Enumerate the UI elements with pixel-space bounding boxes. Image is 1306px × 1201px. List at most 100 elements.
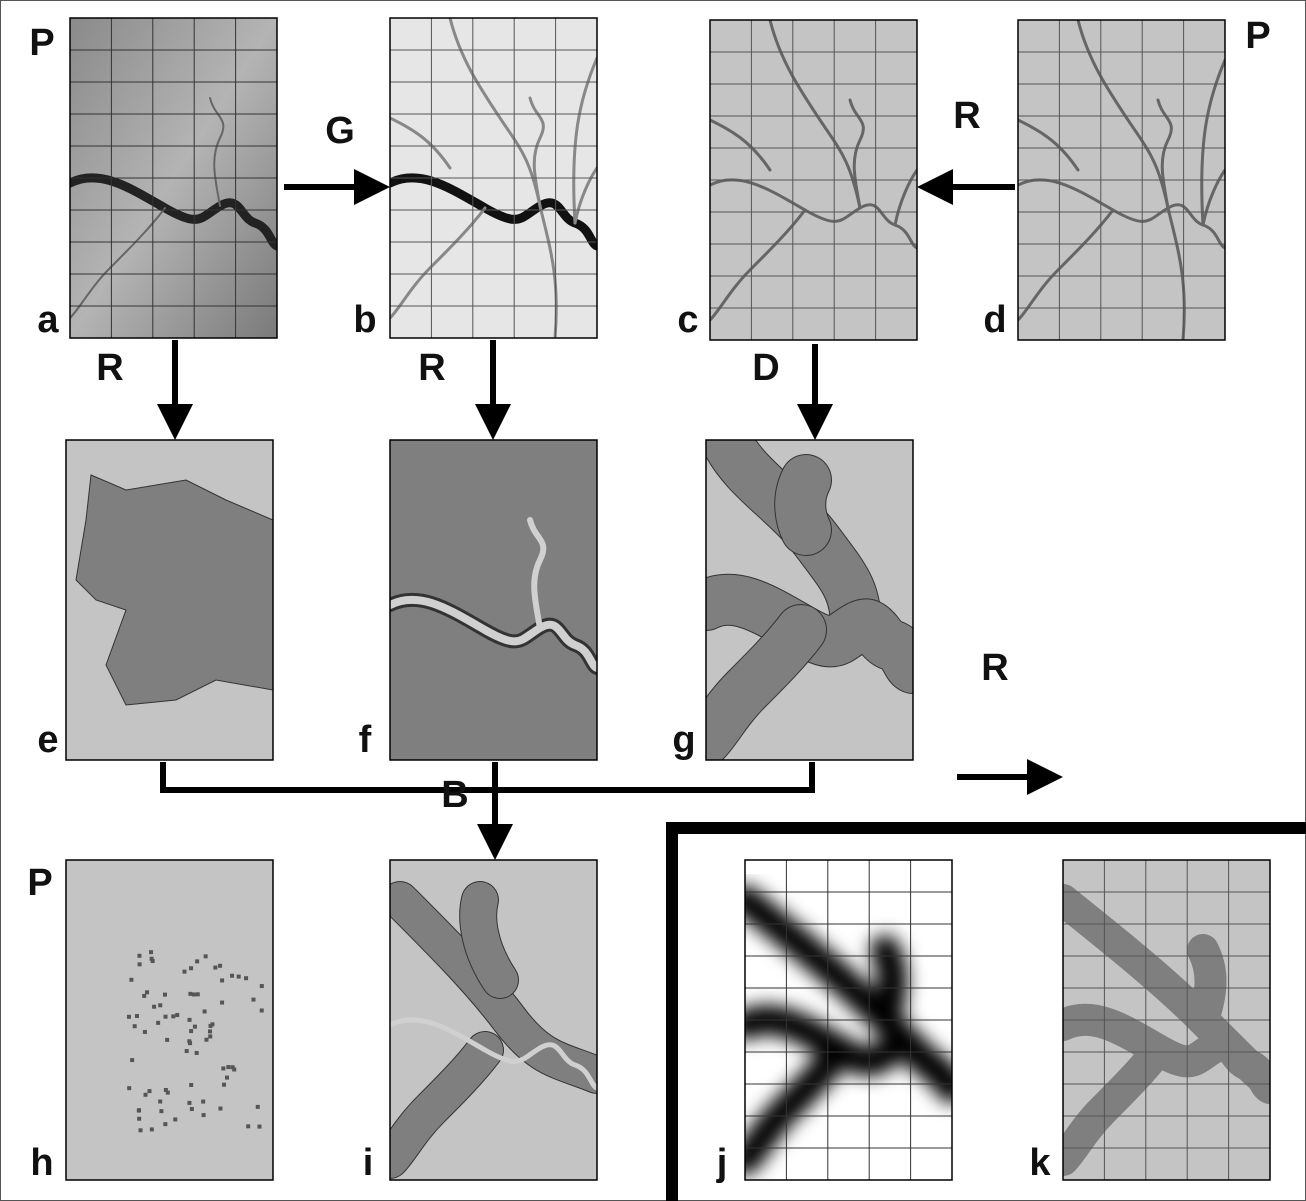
operation-label: R [96, 347, 123, 389]
point [164, 1088, 168, 1092]
point [143, 1030, 147, 1034]
point [257, 1125, 261, 1129]
point [196, 992, 200, 996]
point [163, 993, 167, 997]
point [244, 976, 248, 980]
point [158, 1003, 162, 1007]
panel [1063, 860, 1270, 1180]
point [187, 1039, 191, 1043]
panel-letter: f [359, 719, 372, 761]
point [189, 1083, 193, 1087]
bracket [163, 762, 812, 790]
point [192, 992, 196, 996]
point [210, 1022, 214, 1026]
point [225, 1076, 229, 1080]
operation-label: B [441, 774, 468, 816]
point [159, 1109, 163, 1113]
panel-letter: e [37, 719, 58, 761]
point [218, 1107, 222, 1111]
point [137, 954, 141, 958]
panel-background [66, 860, 273, 1180]
point [237, 975, 241, 979]
point [139, 1128, 143, 1132]
panel-letter: h [30, 1142, 53, 1184]
point [221, 1066, 225, 1070]
point [135, 1014, 139, 1018]
river [800, 480, 806, 530]
panel [390, 860, 597, 1180]
operation-label: R [981, 647, 1008, 689]
point [226, 1065, 230, 1069]
operation-label: G [325, 110, 355, 152]
point [231, 1065, 235, 1069]
panel-letter: a [37, 299, 59, 341]
point [150, 1127, 154, 1131]
point [195, 959, 199, 963]
panel-letter: g [672, 719, 695, 761]
point [137, 1109, 141, 1113]
point [152, 1005, 156, 1009]
point [189, 966, 193, 970]
panel [390, 18, 597, 338]
operation-label: R [418, 347, 445, 389]
point [138, 962, 142, 966]
panel-letter: k [1029, 1142, 1051, 1184]
point [158, 1099, 162, 1103]
point [185, 1049, 189, 1053]
panel [66, 440, 273, 760]
point [165, 1038, 169, 1042]
point [208, 1029, 212, 1033]
point [150, 957, 154, 961]
point [129, 978, 133, 982]
point [145, 990, 149, 994]
point [163, 1122, 167, 1126]
point [195, 1051, 199, 1055]
panel-letter: b [353, 299, 376, 341]
point [144, 1093, 148, 1097]
point [175, 1013, 179, 1017]
figure: P P P G R R R D B R a b c d e f g h i j … [0, 0, 1306, 1201]
point [220, 1001, 224, 1005]
panel-letter: j [716, 1142, 728, 1184]
point [201, 1100, 205, 1104]
panel [710, 20, 917, 340]
panel [1018, 20, 1225, 340]
point [133, 1024, 137, 1028]
marker: P [1245, 15, 1270, 57]
marker: P [27, 862, 52, 904]
point [193, 1025, 197, 1029]
point [260, 984, 264, 988]
point [204, 1038, 208, 1042]
point [127, 1015, 131, 1019]
point [260, 1008, 264, 1012]
point [187, 1101, 191, 1105]
panel [70, 18, 277, 338]
point [149, 950, 153, 954]
point [171, 1014, 175, 1018]
point [251, 998, 255, 1002]
point [204, 954, 208, 958]
point [164, 1015, 168, 1019]
point [220, 978, 224, 982]
point [202, 1113, 206, 1117]
point [256, 1105, 260, 1109]
river [1203, 950, 1211, 1020]
operation-label: D [752, 347, 779, 389]
river [885, 950, 893, 1020]
point [148, 1089, 152, 1093]
point [182, 970, 186, 974]
point [208, 1034, 212, 1038]
point [246, 1124, 250, 1128]
point [222, 1083, 226, 1087]
panel-letter: i [363, 1142, 374, 1184]
operation-label: R [953, 95, 980, 137]
point [230, 974, 234, 978]
point [156, 1021, 160, 1025]
panel [66, 860, 273, 1180]
point [142, 994, 146, 998]
point [173, 1117, 177, 1121]
panel-letter: d [983, 299, 1006, 341]
point [190, 1107, 194, 1111]
panel [390, 440, 597, 760]
point [130, 1058, 134, 1062]
